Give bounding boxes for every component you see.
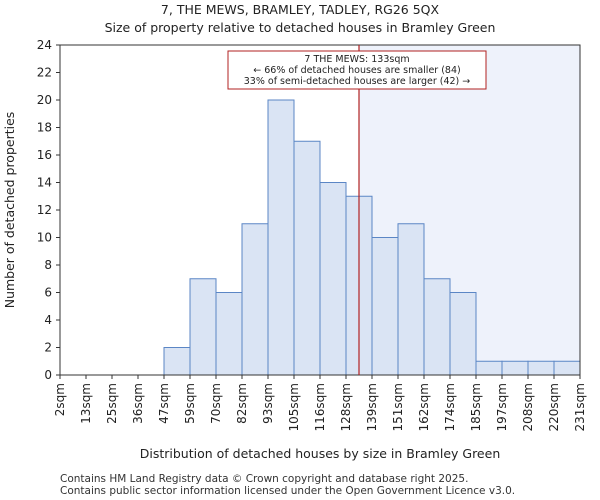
bar	[293, 140, 321, 376]
x-tick-label: 93sqm	[261, 383, 275, 424]
x-tick-label: 174sqm	[443, 383, 457, 431]
bar	[189, 278, 217, 376]
bar	[501, 360, 529, 376]
x-tick-label: 116sqm	[313, 383, 327, 431]
bar	[449, 292, 477, 376]
footer-licence: Contains public sector information licen…	[60, 485, 516, 497]
y-tick-label: 12	[37, 203, 52, 217]
y-tick-label: 4	[44, 313, 52, 327]
x-tick-label: 36sqm	[131, 383, 145, 424]
bar	[553, 360, 581, 376]
x-tick-label: 220sqm	[547, 383, 561, 431]
bar	[215, 292, 243, 376]
bar	[163, 347, 191, 376]
annotation-box	[227, 50, 487, 90]
y-tick-label: 20	[37, 93, 52, 107]
y-tick-label: 6	[44, 286, 52, 300]
y-tick-label: 18	[37, 121, 52, 135]
x-tick-label: 162sqm	[417, 383, 431, 431]
y-tick-label: 2	[44, 341, 52, 355]
x-tick-label: 151sqm	[391, 383, 405, 431]
bar	[241, 223, 269, 376]
x-tick-label: 2sqm	[53, 383, 67, 416]
x-tick-label: 105sqm	[287, 383, 301, 431]
bar	[371, 237, 399, 376]
bar	[423, 278, 451, 376]
annotation-smaller: ← 66% of detached houses are smaller (84…	[253, 65, 460, 76]
annotation-title: 7 THE MEWS: 133sqm	[304, 54, 409, 65]
footer-copyright: Contains HM Land Registry data © Crown c…	[60, 473, 469, 485]
x-tick-label: 82sqm	[235, 383, 249, 424]
x-tick-label: 47sqm	[157, 383, 171, 424]
x-tick-label: 25sqm	[105, 383, 119, 424]
x-tick-label: 139sqm	[365, 383, 379, 431]
y-tick-label: 22	[37, 66, 52, 80]
x-tick-label: 231sqm	[573, 383, 587, 431]
x-axis-label: Distribution of detached houses by size …	[140, 446, 501, 461]
x-tick-label: 128sqm	[339, 383, 353, 431]
y-tick-label: 8	[44, 258, 52, 272]
y-tick-label: 24	[37, 38, 52, 52]
x-tick-label: 208sqm	[521, 383, 535, 431]
y-tick-label: 14	[37, 176, 52, 190]
chart-title: 7, THE MEWS, BRAMLEY, TADLEY, RG26 5QX	[160, 2, 440, 17]
bar	[319, 182, 347, 376]
bar	[475, 360, 503, 376]
x-tick-label: 59sqm	[183, 383, 197, 424]
annotation-larger: 33% of semi-detached houses are larger (…	[244, 76, 471, 87]
y-tick-label: 10	[37, 231, 52, 245]
x-tick-label: 70sqm	[209, 383, 223, 424]
x-tick-label: 13sqm	[79, 383, 93, 424]
y-tick-label: 0	[44, 368, 52, 382]
bar	[527, 360, 555, 376]
x-tick-label: 197sqm	[495, 383, 509, 431]
bar	[397, 223, 425, 376]
chart-subtitle: Size of property relative to detached ho…	[104, 20, 496, 35]
x-tick-label: 185sqm	[469, 383, 483, 431]
y-axis-label: Number of detached properties	[2, 112, 17, 309]
y-tick-label: 16	[37, 148, 52, 162]
bar	[267, 99, 295, 376]
